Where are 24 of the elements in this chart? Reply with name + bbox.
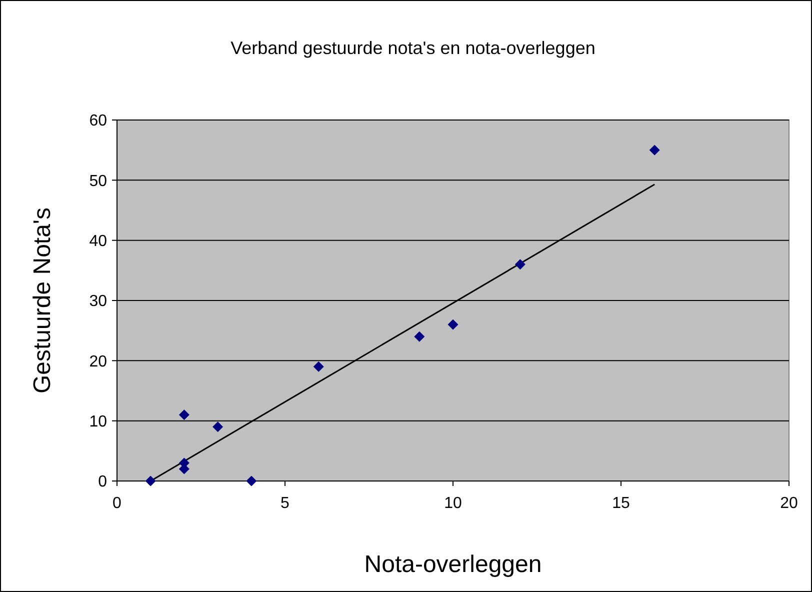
x-tick-label: 10 [444,495,462,512]
point [212,422,224,432]
chart-title: Verband gestuurde nota's en nota-overleggen [230,38,596,58]
y-tick-label: 30 [89,293,108,310]
y-tick-label: 40 [89,232,108,250]
x-tick-label: 15 [612,495,630,512]
point [514,259,526,270]
x-tick-label: 20 [780,495,798,512]
y-tick-label: 60 [89,112,108,130]
x-tick-label: 5 [280,495,290,512]
point [246,476,257,486]
point [145,476,156,486]
point [414,331,425,342]
y-tick-label: 10 [89,413,108,430]
point [178,410,190,420]
point [313,361,324,372]
point [649,144,660,156]
point [448,319,458,330]
x-tick-label: 0 [112,495,122,512]
y-tick-label: 50 [89,172,108,190]
y-axis-title: Gestuurde Nota's [29,207,56,394]
y-tick-label: 0 [98,474,108,491]
x-axis-title: Nota-overleggen [364,551,542,578]
y-tick-label: 20 [89,353,108,370]
